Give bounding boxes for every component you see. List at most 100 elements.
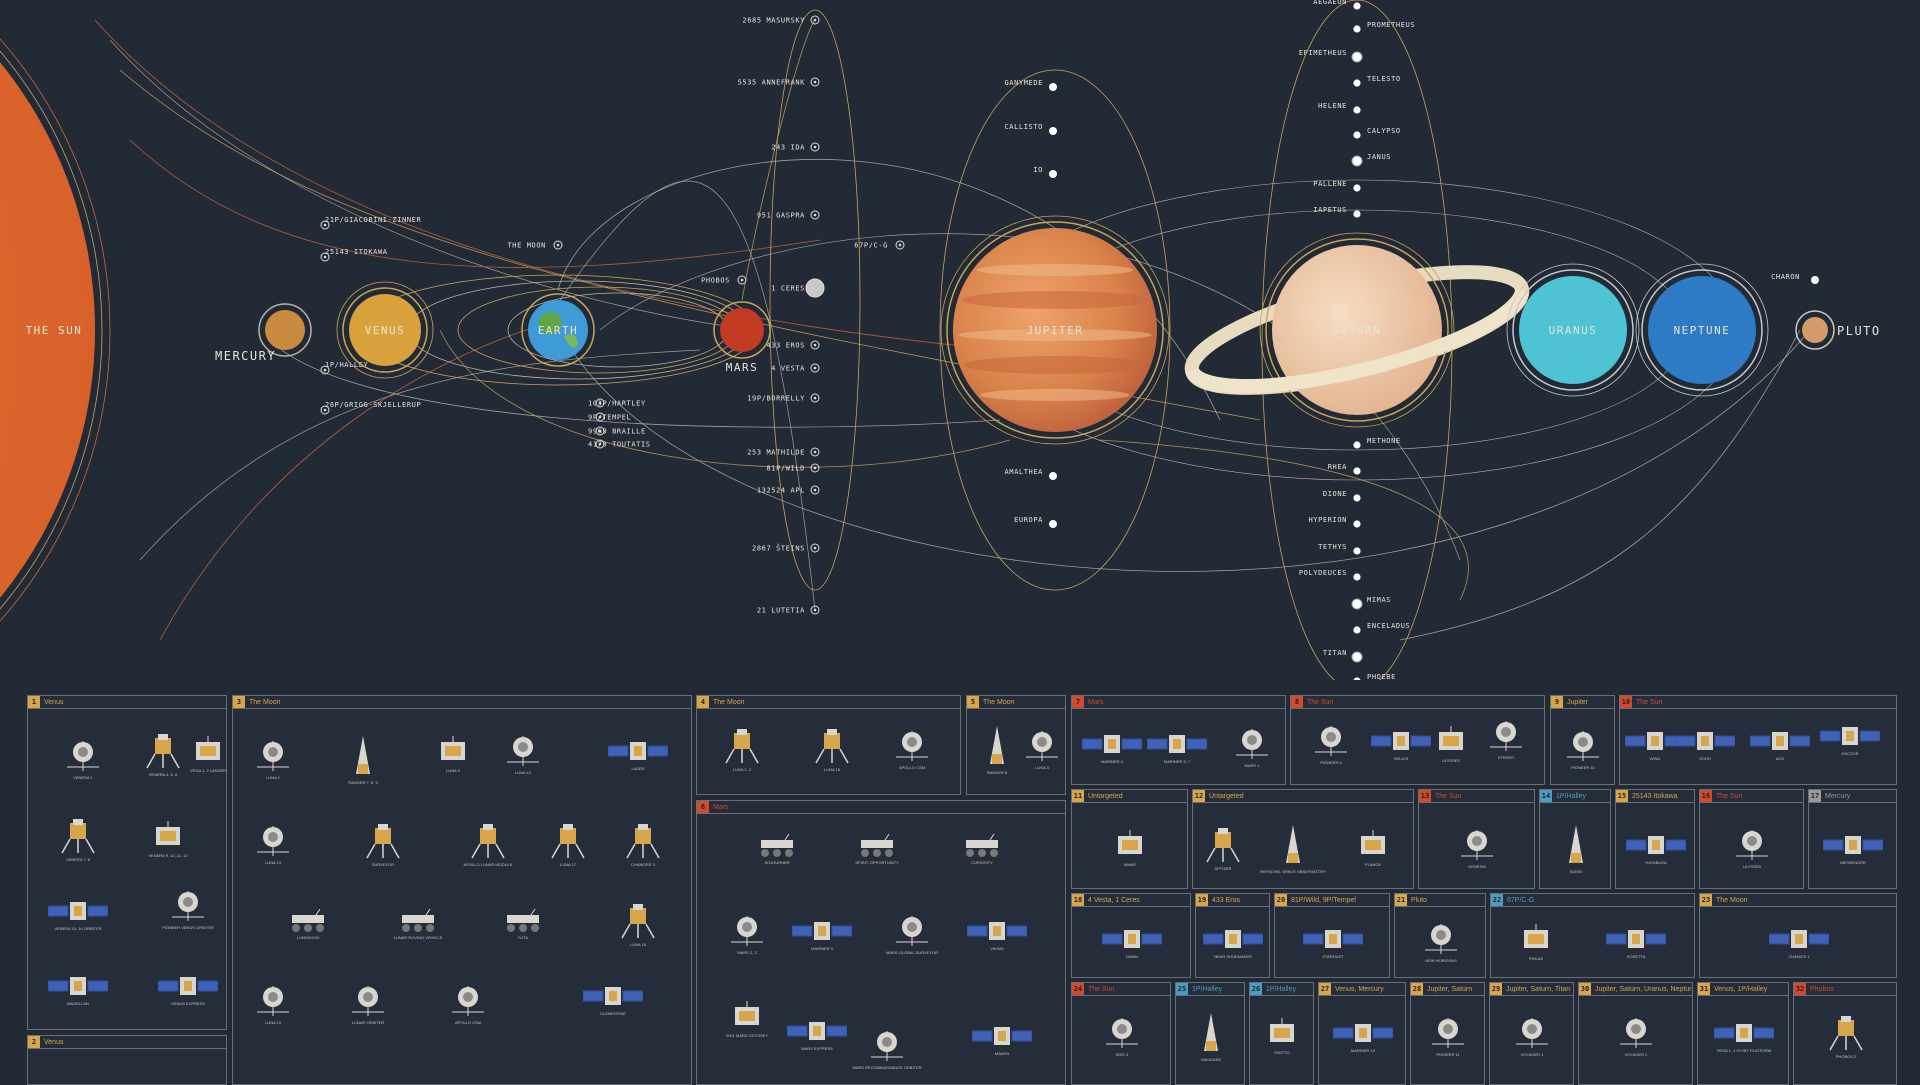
panel-title: Mars bbox=[713, 803, 729, 811]
panel-header: 14 1P/Halley bbox=[1540, 790, 1610, 803]
moon-label: PHOEBE bbox=[1367, 673, 1396, 680]
spacecraft-label: VENERA 9, 10, 11, 12 bbox=[148, 853, 188, 858]
saturn-moon: ENCELADUS bbox=[1353, 622, 1410, 634]
moon-marker bbox=[1049, 127, 1057, 135]
spacecraft-probe bbox=[892, 914, 932, 948]
spacecraft-label: VENUS EXPRESS bbox=[171, 1001, 205, 1006]
spacecraft-label: SOHO bbox=[1699, 756, 1711, 761]
spacecraft-label: DAWN bbox=[1125, 954, 1139, 959]
planet-outline bbox=[1506, 263, 1640, 397]
small-body-marker bbox=[595, 426, 605, 436]
panel-title: 1P/Halley bbox=[1266, 985, 1296, 993]
spacecraft-sat bbox=[1203, 926, 1263, 952]
saturn-moon: TITAN bbox=[1323, 649, 1363, 663]
spacecraft-label: ROSETTA bbox=[1626, 954, 1646, 959]
spacecraft-lander bbox=[812, 727, 852, 765]
spacecraft-probe bbox=[1232, 727, 1272, 761]
panel-title: The Sun bbox=[1307, 698, 1334, 706]
saturn-moon: PHOEBE bbox=[1353, 673, 1395, 680]
planet-earth: EARTH bbox=[521, 293, 595, 367]
moon-label: TETHYS bbox=[1318, 543, 1347, 551]
panel-26: 26 1P/Halley GIOTTO bbox=[1249, 982, 1314, 1085]
panel-title: Venus, 1P/Halley bbox=[1714, 985, 1768, 993]
planet-disc bbox=[720, 308, 764, 352]
panel-header: 16 The Sun bbox=[1700, 790, 1803, 803]
panel-header: 1 Venus bbox=[28, 696, 226, 709]
panel-title: The Moon bbox=[249, 698, 281, 706]
small-body-core bbox=[813, 396, 817, 400]
spacecraft-label: LUNOKHOD bbox=[296, 935, 320, 940]
panel-header: 13 The Sun bbox=[1419, 790, 1534, 803]
panel-30: 30 Jupiter, Saturn, Uranus, Neptune VOYAGE… bbox=[1578, 982, 1693, 1085]
spacecraft-label: LUNA 1, 2 bbox=[732, 767, 752, 772]
spacecraft-label: LADEE bbox=[631, 766, 645, 771]
small-body-core bbox=[740, 278, 744, 282]
panel-number: 5 bbox=[967, 696, 979, 708]
spacecraft-probe bbox=[867, 1029, 907, 1063]
planet-outline bbox=[258, 303, 312, 357]
saturn-moon: PALLENE bbox=[1313, 180, 1361, 192]
planet-disc bbox=[1272, 245, 1442, 415]
moon-marker bbox=[1353, 184, 1361, 192]
planet-label: MARS bbox=[726, 361, 759, 374]
panel-title: Jupiter, Saturn bbox=[1427, 985, 1473, 993]
spacecraft-probe bbox=[1022, 729, 1062, 763]
saturn-moon: EPIMETHEUS bbox=[1299, 49, 1363, 63]
panel-title: The Moon bbox=[713, 698, 745, 706]
panel-7: 7 Mars MARINER 4 MARINER 6, 7 MARS 1 bbox=[1071, 695, 1286, 785]
panel-28: 28 Jupiter, Saturn PIONEER 11 bbox=[1410, 982, 1485, 1085]
planet-outline bbox=[1512, 269, 1634, 391]
panel-title: The Sun bbox=[1088, 985, 1115, 993]
moon-label: PROMETHEUS bbox=[1367, 21, 1415, 29]
small-body-marker bbox=[595, 398, 605, 408]
spacecraft-sat bbox=[48, 973, 108, 999]
spacecraft-probe bbox=[892, 729, 932, 763]
panel-number: 28 bbox=[1411, 983, 1423, 995]
small-body-label: 1P/HALLEY bbox=[325, 361, 369, 369]
spacecraft-lander bbox=[58, 817, 98, 855]
trajectory-line bbox=[559, 329, 1811, 572]
small-body: 19P/BORRELLY bbox=[747, 393, 820, 403]
spacecraft-label: MAGELLAN bbox=[67, 1001, 89, 1006]
spacecraft-lander bbox=[1826, 1014, 1866, 1052]
planet-uranus: URANUS bbox=[1506, 263, 1640, 397]
small-body: 21P/GIACOBINI-ZINNER bbox=[320, 216, 421, 230]
spacecraft-probe bbox=[1457, 828, 1497, 862]
moon-marker bbox=[1351, 598, 1363, 610]
small-body-marker bbox=[320, 365, 330, 375]
small-body: 67P/C-G bbox=[854, 240, 905, 250]
moon-marker bbox=[1049, 520, 1057, 528]
spacecraft-label: LUNA 2 bbox=[266, 775, 280, 780]
spacecraft-label: CHANG'E 1 bbox=[1788, 954, 1810, 959]
small-body-marker bbox=[895, 240, 905, 250]
panel-23: 23 The Moon CHANG'E 1 bbox=[1699, 893, 1897, 978]
small-body-core bbox=[813, 608, 817, 612]
spacecraft-lander bbox=[143, 732, 183, 770]
panel-13: 13 The Sun GENESIS bbox=[1418, 789, 1535, 889]
spacecraft-sat bbox=[1714, 1020, 1774, 1046]
planet-outline bbox=[713, 301, 771, 359]
moon-marker bbox=[1353, 210, 1361, 218]
small-body-marker bbox=[805, 278, 825, 298]
planet-outline bbox=[1265, 238, 1449, 422]
planet-outline bbox=[946, 221, 1164, 439]
panel-number: 4 bbox=[697, 696, 709, 708]
spacecraft-label: LUNAR ORBITER bbox=[351, 1020, 385, 1025]
small-body-core bbox=[813, 213, 817, 217]
moon-marker bbox=[1353, 494, 1361, 502]
spacecraft-probe bbox=[1563, 729, 1603, 763]
spacecraft-label: NEW HORIZONS bbox=[1425, 958, 1457, 963]
panel-title: Jupiter, Saturn, Uranus, Neptune bbox=[1595, 985, 1693, 993]
panel-header: 9 Jupiter bbox=[1551, 696, 1614, 709]
small-body-label: 19P/BORRELLY bbox=[747, 395, 805, 403]
small-body: 132524 APL bbox=[757, 485, 820, 495]
small-body: 1 CERES bbox=[771, 278, 825, 298]
panel-title: 81P/Wild, 9P/Tempel bbox=[1291, 896, 1356, 904]
panel-number: 16 bbox=[1700, 790, 1712, 802]
moon-label: JANUS bbox=[1367, 153, 1391, 161]
moon-marker bbox=[1353, 131, 1361, 139]
spacecraft-label: MARS EXPRESS bbox=[801, 1046, 833, 1051]
small-body-label: 81P/WILD bbox=[766, 465, 805, 473]
panel-31: 31 Venus, 1P/Halley VEGA 1, 2 FLYBY PLATFO… bbox=[1697, 982, 1789, 1085]
jupiter-moon: GANYMEDE bbox=[1004, 79, 1057, 91]
